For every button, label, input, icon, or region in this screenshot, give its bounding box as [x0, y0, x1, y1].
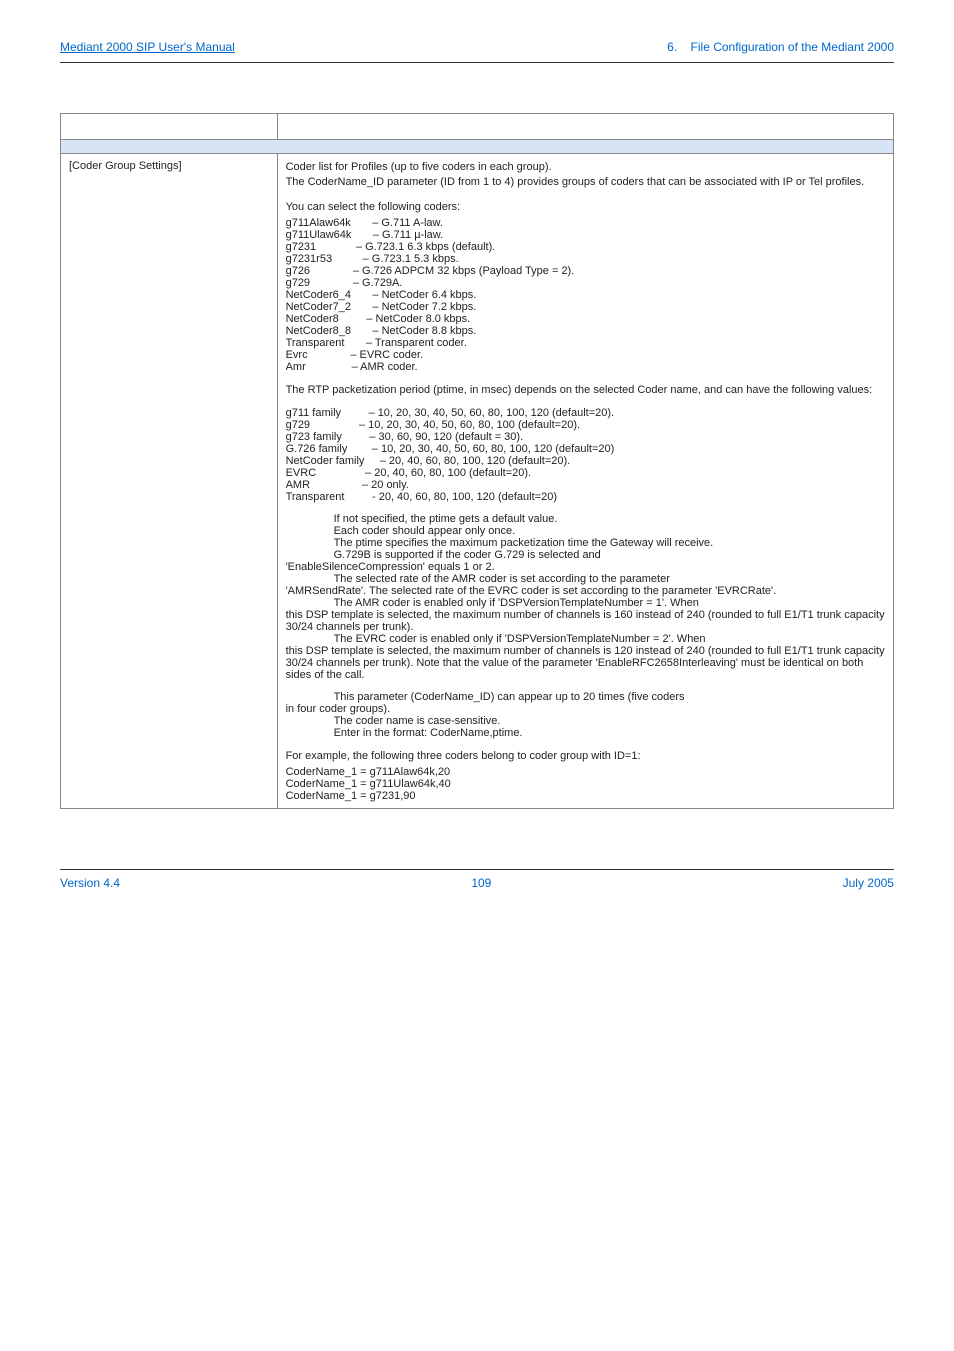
note-line: The EVRC coder is enabled only if 'DSPVe…: [286, 633, 885, 645]
header-section-num: 6.: [667, 40, 677, 54]
footer-rule: [60, 869, 894, 870]
note-line: This parameter (CoderName_ID) can appear…: [286, 691, 885, 703]
codec-line: NetCoder8_8 – NetCoder 8.8 kbps.: [286, 325, 885, 337]
codec-line: g7231 – G.723.1 6.3 kbps (default).: [286, 241, 885, 253]
example-intro: For example, the following three coders …: [286, 749, 885, 764]
table-head-right: [277, 114, 893, 140]
ptime-line: g723 family – 30, 60, 90, 120 (default =…: [286, 431, 885, 443]
codec-line: Evrc – EVRC coder.: [286, 349, 885, 361]
codec-line: NetCoder8 – NetCoder 8.0 kbps.: [286, 313, 885, 325]
header-section-text: File Configuration of the Mediant 2000: [691, 40, 894, 54]
coders-heading: You can select the following coders:: [286, 200, 885, 215]
ptimes-list: g711 family – 10, 20, 30, 40, 50, 60, 80…: [286, 407, 885, 503]
table-blue-separator: [61, 140, 894, 154]
rtp-note: The RTP packetization period (ptime, in …: [286, 383, 885, 398]
codec-line: g7231r53 – G.723.1 5.3 kbps.: [286, 253, 885, 265]
param-name: [Coder Group Settings]: [69, 160, 182, 172]
codec-line: Amr – AMR coder.: [286, 361, 885, 373]
note-line: G.729B is supported if the coder G.729 i…: [286, 549, 885, 561]
footer-center: 109: [471, 876, 491, 890]
ptime-line: g729 – 10, 20, 30, 40, 50, 60, 80, 100 (…: [286, 419, 885, 431]
note-line: this DSP template is selected, the maxim…: [286, 645, 885, 681]
note-line: If not specified, the ptime gets a defau…: [286, 513, 885, 525]
table-row: [61, 114, 894, 140]
ptime-line: g711 family – 10, 20, 30, 40, 50, 60, 80…: [286, 407, 885, 419]
header-right: 6. File Configuration of the Mediant 200…: [667, 40, 894, 54]
codec-line: Transparent – Transparent coder.: [286, 337, 885, 349]
ptime-line: AMR – 20 only.: [286, 479, 885, 491]
footer-left: Version 4.4: [60, 876, 120, 890]
notes-block: If not specified, the ptime gets a defau…: [286, 513, 885, 681]
example-line: CoderName_1 = g711Ulaw64k,40: [286, 778, 885, 790]
param-name-cell: [Coder Group Settings]: [61, 154, 278, 809]
page-footer: Version 4.4 109 July 2005: [60, 869, 894, 890]
codec-line: g726 – G.726 ADPCM 32 kbps (Payload Type…: [286, 265, 885, 277]
table-row: [Coder Group Settings] Coder list for Pr…: [61, 154, 894, 809]
coders-list: g711Alaw64k – G.711 A-law.g711Ulaw64k – …: [286, 217, 885, 373]
page-header: Mediant 2000 SIP User's Manual 6. File C…: [60, 40, 894, 54]
note-line: in four coder groups).: [286, 703, 885, 715]
codec-line: g711Ulaw64k – G.711 µ-law.: [286, 229, 885, 241]
ptime-line: EVRC – 20, 40, 60, 80, 100 (default=20).: [286, 467, 885, 479]
notes-block-2: This parameter (CoderName_ID) can appear…: [286, 691, 885, 739]
header-rule: [60, 62, 894, 63]
example-line: CoderName_1 = g7231,90: [286, 790, 885, 802]
settings-table: [Coder Group Settings] Coder list for Pr…: [60, 113, 894, 809]
note-line: Each coder should appear only once.: [286, 525, 885, 537]
ptime-line: NetCoder family – 20, 40, 60, 80, 100, 1…: [286, 455, 885, 467]
header-left: Mediant 2000 SIP User's Manual: [60, 40, 235, 54]
table-row: [61, 140, 894, 154]
note-line: this DSP template is selected, the maxim…: [286, 609, 885, 633]
note-line: 'AMRSendRate'. The selected rate of the …: [286, 585, 885, 597]
codec-line: NetCoder7_2 – NetCoder 7.2 kbps.: [286, 301, 885, 313]
note-line: Enter in the format: CoderName,ptime.: [286, 727, 885, 739]
param-desc-cell: Coder list for Profiles (up to five code…: [277, 154, 893, 809]
ptime-line: Transparent - 20, 40, 60, 80, 100, 120 (…: [286, 491, 885, 503]
note-line: The AMR coder is enabled only if 'DSPVer…: [286, 597, 885, 609]
table-head-left: [61, 114, 278, 140]
note-line: The ptime specifies the maximum packetiz…: [286, 537, 885, 549]
codec-line: g711Alaw64k – G.711 A-law.: [286, 217, 885, 229]
example-line: CoderName_1 = g711Alaw64k,20: [286, 766, 885, 778]
intro-text: Coder list for Profiles (up to five code…: [286, 160, 885, 190]
note-line: 'EnableSilenceCompression' equals 1 or 2…: [286, 561, 885, 573]
footer-right: July 2005: [843, 876, 894, 890]
note-line: The selected rate of the AMR coder is se…: [286, 573, 885, 585]
ptime-line: G.726 family – 10, 20, 30, 40, 50, 60, 8…: [286, 443, 885, 455]
codec-line: g729 – G.729A.: [286, 277, 885, 289]
note-line: The coder name is case-sensitive.: [286, 715, 885, 727]
codec-line: NetCoder6_4 – NetCoder 6.4 kbps.: [286, 289, 885, 301]
